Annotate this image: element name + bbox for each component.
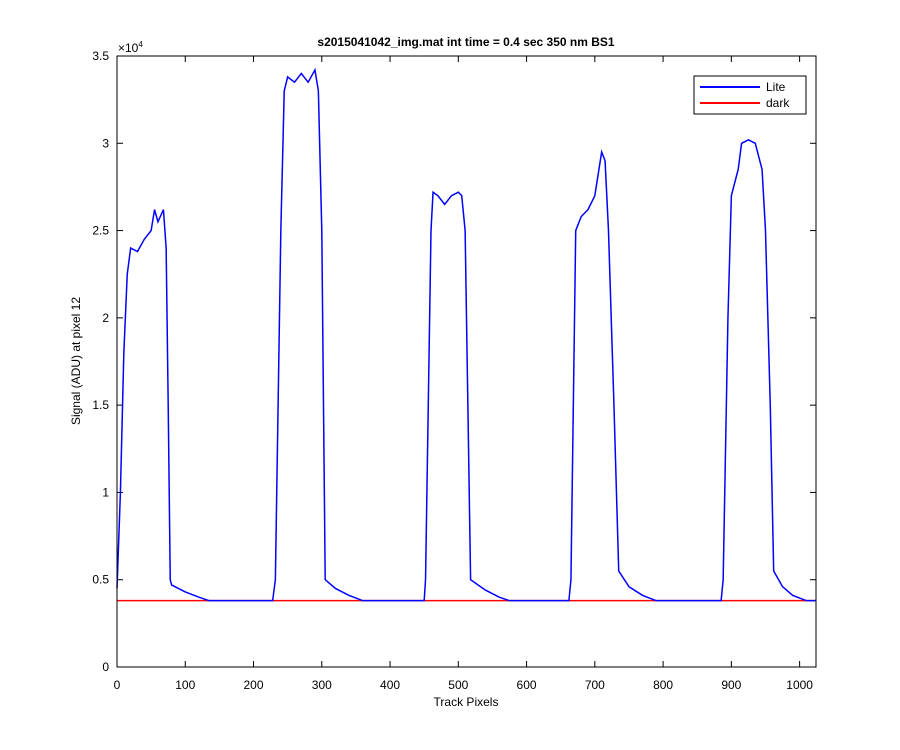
y-tick-label: 2.5 — [92, 224, 109, 238]
y-multiplier-exp: 4 — [138, 40, 143, 49]
x-tick-label: 300 — [312, 678, 332, 692]
x-tick-label: 900 — [721, 678, 741, 692]
x-tick-label: 0 — [114, 678, 121, 692]
plot-frame — [116, 55, 817, 668]
y-tick-label: 1 — [102, 485, 109, 499]
y-tick-label: 0 — [102, 660, 109, 674]
x-axis-label: Track Pixels — [434, 695, 499, 709]
x-tick-label: 600 — [517, 678, 537, 692]
x-tick-label: 500 — [448, 678, 468, 692]
chart-title: s2015041042_img.mat int time = 0.4 sec 3… — [317, 35, 615, 49]
line-series — [116, 67, 816, 602]
y-axis-label: Signal (ADU) at pixel 12 — [69, 297, 83, 425]
x-tick-label: 100 — [175, 678, 195, 692]
x-tick-label: 700 — [585, 678, 605, 692]
y-tick-label: 2 — [102, 311, 109, 325]
y-tick-label: 0.5 — [92, 573, 109, 587]
y-tick-label: 3.5 — [92, 49, 109, 63]
legend-label: Lite — [766, 80, 786, 94]
y-tick-label: 1.5 — [92, 398, 109, 412]
x-tick-label: 1000 — [786, 678, 813, 692]
x-tick-label: 200 — [244, 678, 264, 692]
x-tick-label: 800 — [653, 678, 673, 692]
y-multiplier: ×104 — [118, 40, 143, 55]
x-tick-label: 400 — [380, 678, 400, 692]
legend-box — [693, 75, 807, 115]
y-tick-label: 3 — [102, 136, 109, 150]
y-multiplier-base: ×10 — [118, 41, 139, 55]
legend-label: dark — [766, 96, 790, 110]
